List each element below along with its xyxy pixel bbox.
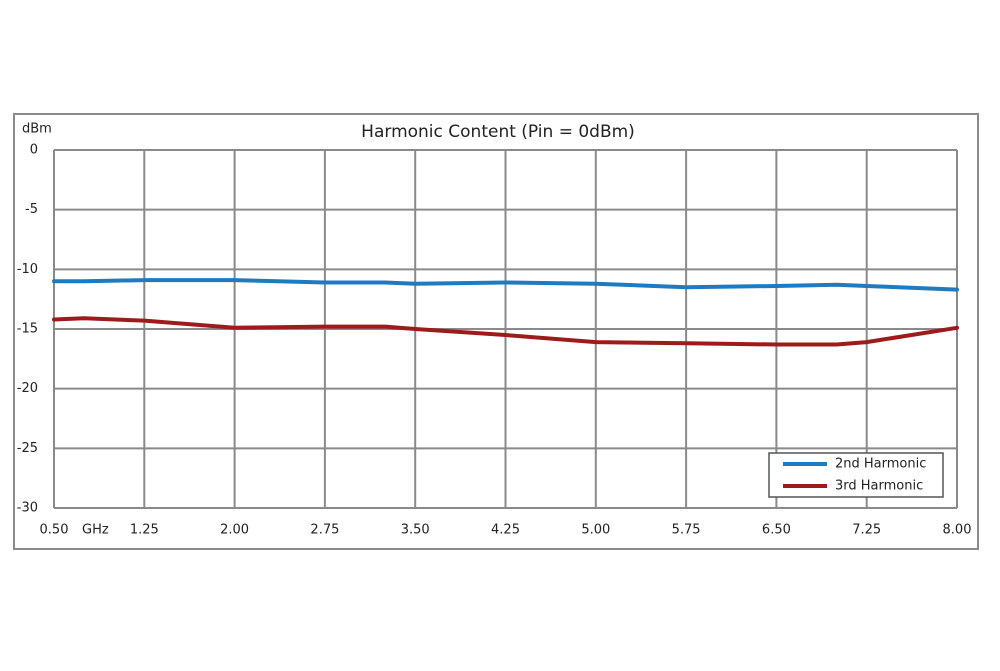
y-tick-label: -10: [17, 262, 38, 277]
x-axis-label: GHz: [82, 523, 109, 538]
chart-title: Harmonic Content (Pin = 0dBm): [361, 122, 635, 142]
legend-label: 3rd Harmonic: [835, 479, 923, 494]
y-tick-label: -25: [17, 441, 38, 456]
x-tick-label: 7.25: [852, 523, 881, 538]
x-tick-label: 5.00: [581, 523, 610, 538]
y-tick-label: -30: [17, 501, 38, 516]
legend-box: [768, 452, 944, 498]
y-axis-label: dBm: [22, 122, 52, 137]
y-tick-label: -15: [17, 322, 38, 337]
x-tick-label: 3.50: [401, 523, 430, 538]
line-series: [52, 316, 959, 347]
x-tick-label: 6.50: [762, 523, 791, 538]
x-tick-label: 8.00: [943, 523, 972, 538]
x-tick-label: 5.75: [672, 523, 701, 538]
x-tick-label: 0.50: [40, 523, 69, 538]
x-tick-label: 1.25: [130, 523, 159, 538]
line-series: [52, 278, 959, 292]
x-tick-label: 4.25: [491, 523, 520, 538]
x-tick-label: 2.00: [220, 523, 249, 538]
y-tick-label: -5: [25, 202, 38, 217]
legend-label: 2nd Harmonic: [835, 457, 926, 472]
x-tick-label: 2.75: [310, 523, 339, 538]
y-tick-label: -20: [17, 381, 38, 396]
y-tick-label: 0: [30, 143, 38, 158]
